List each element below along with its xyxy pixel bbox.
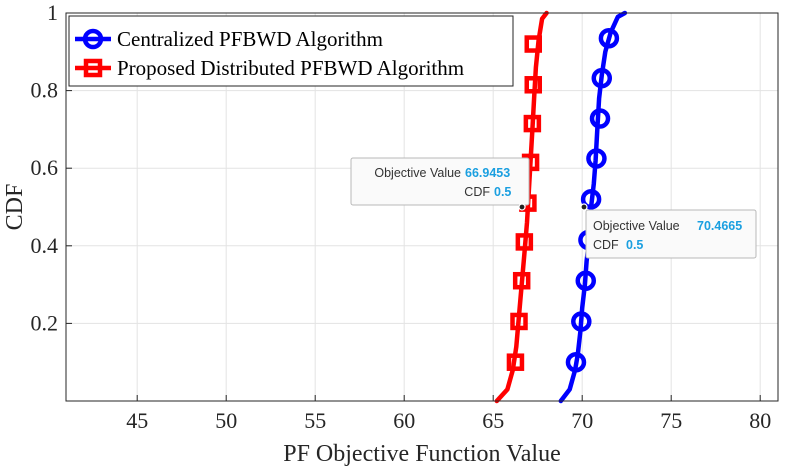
datatip-centralized: Objective Value 70.4665 CDF 0.5 bbox=[580, 203, 757, 259]
legend-marker-centralized bbox=[82, 28, 104, 50]
series-marker-centralized bbox=[586, 148, 607, 169]
series-marker-centralized bbox=[565, 351, 587, 373]
series-marker-distributed bbox=[524, 35, 542, 53]
series-marker-centralized bbox=[589, 108, 611, 129]
x-tick-label: 55 bbox=[304, 408, 326, 433]
y-axis-label: CDF bbox=[2, 184, 28, 231]
series-layer bbox=[494, 10, 628, 404]
legend-label-distributed: Proposed Distributed PFBWD Algorithm bbox=[117, 56, 464, 80]
series-marker-distributed bbox=[523, 114, 542, 133]
datatip-objective-label: Objective Value bbox=[374, 166, 461, 180]
datatip-box bbox=[350, 157, 530, 206]
x-tick-label: 65 bbox=[482, 408, 504, 433]
tick-layer: 45 50 55 60 65 70 75 80 0.2 0.4 0.6 0.8 1 bbox=[31, 0, 772, 433]
series-marker-centralized bbox=[598, 27, 620, 49]
legend-box bbox=[68, 15, 514, 87]
datatip-cdf-label: CDF bbox=[593, 238, 619, 252]
datatip-objective-value: 66.9453 bbox=[465, 166, 510, 180]
legend-marker-distributed bbox=[83, 58, 103, 78]
series-marker-distributed bbox=[510, 312, 528, 331]
x-tick-label: 70 bbox=[571, 408, 593, 433]
datatip-cdf-value: 0.5 bbox=[494, 185, 511, 199]
y-tick-label: 0.8 bbox=[31, 78, 59, 103]
x-tick-label: 80 bbox=[749, 408, 771, 433]
series-marker-distributed bbox=[524, 76, 542, 94]
series-marker-distributed bbox=[506, 353, 525, 371]
y-tick-label: 0.6 bbox=[31, 155, 59, 180]
datatip-point bbox=[518, 203, 526, 211]
datatip-cdf-label: CDF bbox=[464, 185, 490, 199]
series-marker-centralized bbox=[591, 67, 613, 89]
x-axis-label: PF Objective Function Value bbox=[283, 441, 561, 467]
y-tick-label: 0.2 bbox=[31, 310, 59, 335]
datatip-point bbox=[580, 203, 588, 211]
series-marker-centralized bbox=[575, 270, 597, 291]
y-tick-label: 0.4 bbox=[31, 233, 59, 258]
series-marker-centralized bbox=[580, 188, 602, 210]
axes-box bbox=[65, 12, 779, 402]
x-tick-label: 75 bbox=[660, 408, 682, 433]
legend-label-centralized: Centralized PFBWD Algorithm bbox=[117, 27, 383, 51]
datatip-objective-value: 70.4665 bbox=[697, 219, 742, 233]
datatip-distributed: Objective Value 66.9453 CDF 0.5 bbox=[350, 157, 530, 211]
legend: Centralized PFBWD Algorithm Proposed Dis… bbox=[68, 15, 514, 87]
datatip-objective-label: Objective Value bbox=[593, 219, 680, 233]
series-marker-centralized bbox=[571, 311, 592, 332]
series-marker-distributed bbox=[515, 233, 534, 251]
x-tick-label: 60 bbox=[393, 408, 415, 433]
x-tick-label: 50 bbox=[215, 408, 237, 433]
datatip-box bbox=[585, 209, 757, 259]
series-line-distributed bbox=[494, 10, 549, 404]
series-marker-distributed bbox=[512, 271, 531, 290]
datatip-cdf-value: 0.5 bbox=[626, 238, 643, 252]
y-tick-label: 1 bbox=[47, 0, 58, 25]
x-tick-label: 45 bbox=[126, 408, 148, 433]
